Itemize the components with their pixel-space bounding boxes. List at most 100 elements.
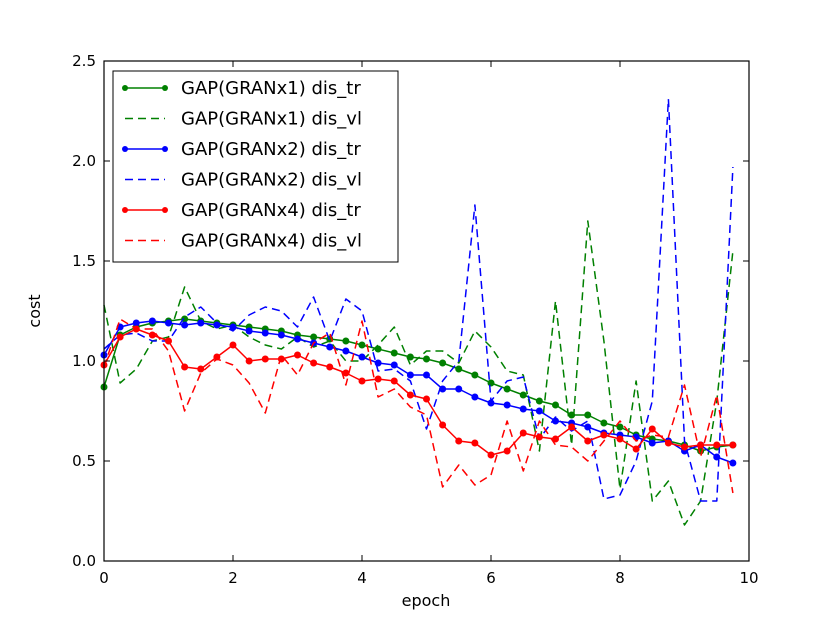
data-point	[245, 327, 253, 335]
data-point	[423, 371, 430, 379]
legend-label: GAP(GRANx1) dis_vl	[181, 109, 362, 130]
data-point	[455, 365, 463, 373]
legend: GAP(GRANx1) dis_tr GAP(GRANx1) dis_vl GAP(…	[112, 70, 399, 263]
data-point	[342, 337, 350, 345]
x-tick-label: 0	[99, 569, 109, 587]
data-point	[423, 355, 430, 363]
series-gap-granx4-dis-vl	[103, 318, 734, 494]
data-point	[197, 319, 205, 327]
y-axis-title: cost	[25, 294, 44, 327]
legend-marker	[162, 146, 168, 152]
series-line-gap-granx2-dis-tr	[103, 320, 734, 464]
x-axis-title: epoch	[402, 591, 451, 610]
data-point	[310, 359, 318, 367]
data-point	[423, 395, 430, 403]
x-tick-label: 6	[486, 569, 496, 587]
legend-marker	[162, 85, 168, 91]
data-point	[729, 459, 737, 467]
data-point	[519, 429, 527, 437]
data-point	[148, 317, 156, 325]
y-tick-label: 2.5	[72, 52, 96, 70]
data-point	[181, 321, 189, 329]
series-line-gap-granx4-dis-vl	[103, 318, 734, 494]
data-point	[358, 341, 366, 349]
y-tick-label: 2.0	[72, 152, 96, 170]
data-point	[535, 407, 543, 415]
legend-label: GAP(GRANx4) dis_tr	[181, 200, 361, 221]
data-point	[713, 441, 721, 449]
x-tick-label: 10	[739, 569, 758, 587]
data-point	[310, 333, 318, 341]
data-point	[390, 349, 398, 357]
data-point	[632, 445, 640, 453]
legend-label: GAP(GRANx1) dis_tr	[181, 78, 361, 99]
legend-marker	[162, 207, 168, 213]
series-line-gap-granx2-dis-vl	[103, 98, 734, 502]
legend-box	[112, 70, 399, 263]
data-point	[374, 359, 382, 367]
legend-marker	[122, 207, 128, 213]
data-point	[439, 359, 447, 367]
data-point	[181, 363, 189, 371]
data-point	[116, 333, 124, 341]
data-point	[697, 441, 705, 449]
data-point	[229, 341, 237, 349]
data-point	[358, 377, 366, 385]
data-point	[471, 393, 479, 401]
y-tick-label: 1.0	[72, 352, 96, 370]
data-point	[455, 437, 463, 445]
data-point	[245, 357, 253, 365]
data-point	[471, 439, 479, 447]
data-point	[487, 451, 495, 459]
data-point	[535, 433, 543, 441]
data-point	[326, 343, 334, 351]
legend-marker	[122, 146, 128, 152]
data-point	[197, 365, 205, 373]
data-point	[503, 447, 511, 455]
tick-layer: 0 2 4 6 8 10 0.0 0.5 1.0 1.5 2.0 2.5	[72, 52, 758, 587]
data-point	[261, 355, 269, 363]
data-point	[471, 371, 479, 379]
data-point	[261, 329, 269, 337]
data-point	[616, 435, 624, 443]
data-point	[648, 439, 656, 447]
data-point	[552, 401, 559, 409]
series-gap-granx1-dis-vl	[103, 220, 734, 526]
legend-label: GAP(GRANx2) dis_vl	[181, 170, 362, 191]
data-point	[519, 405, 527, 413]
data-point	[390, 361, 398, 369]
data-point	[729, 441, 737, 449]
data-point	[213, 321, 221, 329]
data-point	[600, 431, 608, 439]
series-gap-granx2-dis-vl	[103, 98, 734, 502]
data-point	[519, 391, 527, 399]
y-tick-label: 1.5	[72, 252, 96, 270]
series-line-gap-granx1-dis-vl	[103, 220, 734, 526]
data-point	[552, 435, 559, 443]
data-point	[294, 351, 301, 359]
data-point	[165, 337, 172, 345]
legend-marker	[122, 85, 128, 91]
data-point	[584, 437, 592, 445]
data-point	[503, 385, 511, 393]
series-layer	[100, 98, 737, 526]
data-point	[132, 319, 140, 327]
data-point	[681, 443, 688, 451]
data-point	[277, 331, 285, 339]
x-tick-label: 8	[615, 569, 625, 587]
data-point	[600, 419, 608, 427]
data-point	[148, 331, 156, 339]
x-tick-label: 2	[228, 569, 238, 587]
data-point	[503, 401, 511, 409]
data-point	[358, 353, 366, 361]
y-tick-label: 0.0	[72, 552, 96, 570]
plot-frame	[103, 60, 750, 562]
data-point	[406, 391, 414, 399]
data-point	[439, 421, 447, 429]
y-tick-label: 0.5	[72, 452, 96, 470]
data-point	[342, 347, 350, 355]
data-point	[406, 371, 414, 379]
x-tick-label: 4	[357, 569, 367, 587]
data-point	[616, 423, 624, 431]
